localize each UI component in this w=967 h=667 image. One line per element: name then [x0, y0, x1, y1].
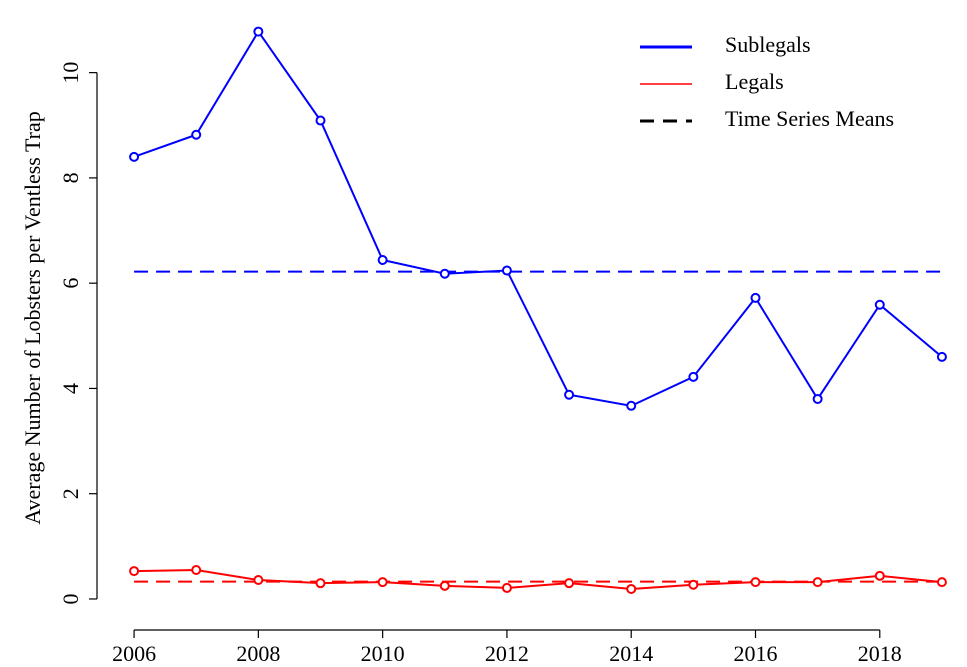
point — [253, 575, 264, 586]
point — [874, 299, 885, 310]
point — [439, 268, 450, 279]
series-line — [134, 569, 943, 590]
x-tick-label: 2016 — [734, 641, 778, 666]
point — [564, 389, 575, 400]
x-tick-label: 2008 — [236, 641, 280, 666]
point — [253, 26, 264, 37]
y-tick-label: 2 — [58, 488, 83, 499]
y-tick-label: 4 — [58, 383, 83, 394]
y-axis-title: Average Number of Lobsters per Ventless … — [20, 111, 45, 524]
point — [812, 393, 823, 404]
point — [812, 577, 823, 588]
point — [439, 580, 450, 591]
y-tick-label: 8 — [58, 172, 83, 183]
y-tick-label: 10 — [58, 62, 83, 84]
point — [377, 577, 388, 588]
point — [688, 371, 699, 382]
x-tick-label: 2012 — [485, 641, 529, 666]
point — [501, 265, 512, 276]
point — [191, 129, 202, 140]
y-tick-label: 6 — [58, 278, 83, 289]
point — [377, 255, 388, 266]
point — [936, 351, 947, 362]
point — [191, 565, 202, 576]
x-tick-label: 2006 — [112, 641, 156, 666]
point — [564, 578, 575, 589]
series-line — [133, 29, 943, 407]
x-tick-label: 2018 — [858, 641, 902, 666]
point — [315, 115, 326, 126]
point — [315, 578, 326, 589]
point — [874, 570, 885, 581]
x-tick-label: 2010 — [361, 641, 405, 666]
point — [129, 151, 140, 162]
point — [626, 400, 637, 411]
point — [688, 579, 699, 590]
point — [750, 292, 761, 303]
point — [750, 577, 761, 588]
point — [626, 583, 637, 594]
y-tick-label: 0 — [58, 593, 83, 604]
legend-label: Legals — [725, 69, 784, 94]
x-tick-label: 2014 — [609, 641, 653, 666]
point — [501, 582, 512, 593]
point — [936, 577, 947, 588]
legend-label: Time Series Means — [725, 106, 894, 131]
point — [129, 566, 140, 577]
legend-label: Sublegals — [725, 32, 811, 57]
